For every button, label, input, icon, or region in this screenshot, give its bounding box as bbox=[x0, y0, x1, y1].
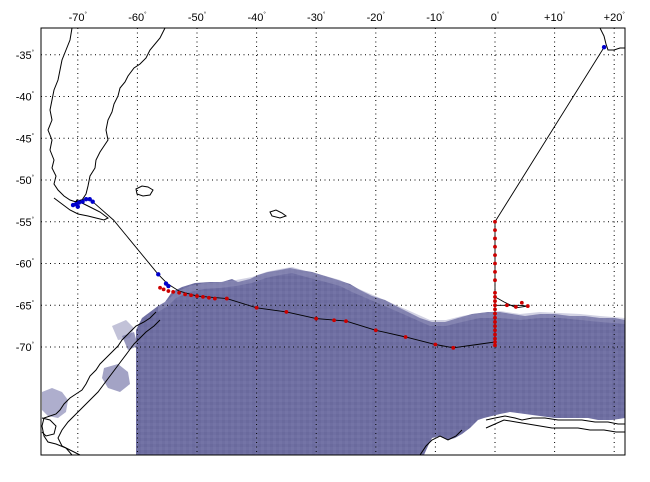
longitude-tick-label: -60° bbox=[128, 12, 147, 24]
station-marker-red bbox=[314, 316, 319, 321]
station-marker-red bbox=[493, 236, 497, 241]
latitude-tick-label: -40° bbox=[16, 92, 35, 104]
latitude-tick-label: -35° bbox=[16, 50, 35, 62]
latitude-tick-label: -65° bbox=[16, 300, 35, 312]
station-marker-blue bbox=[87, 197, 92, 202]
station-marker-blue bbox=[156, 272, 161, 277]
south-georgia-coastline bbox=[269, 209, 288, 219]
station-marker-red bbox=[332, 318, 336, 323]
south-america-coastline bbox=[47, 28, 166, 203]
station-marker-red bbox=[493, 343, 497, 348]
station-marker-red bbox=[493, 278, 497, 283]
station-marker-red bbox=[493, 307, 497, 312]
station-marker-red bbox=[493, 244, 497, 249]
south-africa-coastline bbox=[599, 28, 625, 51]
station-marker-red bbox=[161, 287, 166, 292]
station-marker-red bbox=[212, 296, 217, 301]
station-marker-red bbox=[254, 305, 259, 310]
falkland-islands-coastline bbox=[135, 185, 154, 197]
station-marker-red bbox=[158, 285, 162, 290]
station-marker-blue bbox=[75, 204, 81, 209]
longitude-tick-label: -40° bbox=[247, 12, 266, 24]
latitude-tick-label: -55° bbox=[16, 217, 35, 229]
station-marker-blue bbox=[90, 199, 95, 204]
latitude-tick-label: -45° bbox=[16, 133, 35, 145]
station-marker-red bbox=[451, 345, 456, 350]
station-marker-red bbox=[171, 289, 176, 294]
station-marker-red bbox=[403, 335, 408, 339]
latitude-tick-labels: -35° -40° -45° -50° -55° -60° -65° -70° bbox=[16, 50, 35, 354]
station-marker-blue bbox=[601, 45, 607, 50]
station-marker-blue bbox=[76, 200, 82, 205]
station-marker-red bbox=[493, 261, 497, 266]
longitude-tick-label: +10° bbox=[544, 12, 566, 24]
longitude-tick-label: -70° bbox=[69, 12, 88, 24]
longitude-tick-label: +20° bbox=[604, 12, 626, 24]
antarctic-continent-coastline-west bbox=[419, 429, 463, 455]
station-marker-red bbox=[433, 342, 438, 347]
station-marker-red bbox=[373, 328, 378, 333]
latitude-tick-label: -50° bbox=[16, 175, 35, 187]
longitude-tick-label: -50° bbox=[188, 12, 207, 24]
station-marker-blue bbox=[83, 197, 89, 202]
station-marker-blue bbox=[80, 199, 85, 204]
latitude-tick-label: -70° bbox=[16, 342, 35, 354]
station-marker-red bbox=[201, 295, 205, 299]
station-marker-red bbox=[189, 293, 193, 298]
station-marker-red bbox=[493, 332, 497, 337]
longitude-tick-label: -30° bbox=[307, 12, 326, 24]
station-marker-red bbox=[183, 292, 187, 297]
tierra-del-fuego-coastline bbox=[53, 197, 109, 221]
station-marker-red bbox=[493, 336, 497, 341]
antarctic-continent-coastline-east bbox=[485, 415, 625, 425]
station-marker-red bbox=[493, 324, 497, 329]
station-marker-red bbox=[493, 228, 497, 233]
station-marker-red bbox=[519, 300, 524, 305]
station-marker-red bbox=[224, 296, 229, 301]
longitude-tick-label: -10° bbox=[426, 12, 445, 24]
stations-layer bbox=[70, 45, 607, 350]
station-marker-red bbox=[525, 304, 530, 308]
station-marker-red bbox=[195, 294, 199, 298]
station-marker-red bbox=[493, 219, 497, 224]
longitude-tick-labels: -70° -60° -50° -40° -30° -20° -10° 0° +10° +20° bbox=[69, 12, 626, 24]
antarctic-island-coastline bbox=[41, 417, 57, 437]
map-frame bbox=[40, 27, 626, 456]
station-marker-red bbox=[344, 319, 348, 324]
station-marker-red bbox=[493, 290, 497, 295]
station-marker-red bbox=[513, 305, 518, 309]
station-marker-red bbox=[493, 320, 497, 324]
station-marker-red bbox=[177, 290, 182, 295]
station-marker-red bbox=[493, 253, 497, 258]
station-marker-blue bbox=[166, 283, 171, 289]
station-marker-red bbox=[493, 299, 497, 303]
antarctic-ice-shelf-east bbox=[485, 419, 625, 433]
station-marker-red bbox=[505, 303, 509, 308]
station-marker-red bbox=[493, 311, 497, 316]
longitude-tick-label: -20° bbox=[367, 12, 386, 24]
latitude-tick-label: -60° bbox=[16, 259, 35, 271]
station-marker-red bbox=[493, 315, 497, 320]
antarctic-peninsula-coastline-inner bbox=[57, 319, 161, 455]
station-marker-red bbox=[493, 328, 497, 333]
station-marker-red bbox=[166, 289, 171, 293]
longitude-tick-label: 0° bbox=[491, 12, 500, 24]
station-marker-red bbox=[493, 269, 497, 274]
station-marker-red bbox=[284, 310, 289, 314]
station-marker-red bbox=[493, 340, 497, 344]
station-marker-red bbox=[493, 303, 497, 308]
station-marker-red bbox=[207, 295, 211, 300]
station-marker-red bbox=[493, 295, 497, 299]
coastlines bbox=[41, 28, 625, 455]
